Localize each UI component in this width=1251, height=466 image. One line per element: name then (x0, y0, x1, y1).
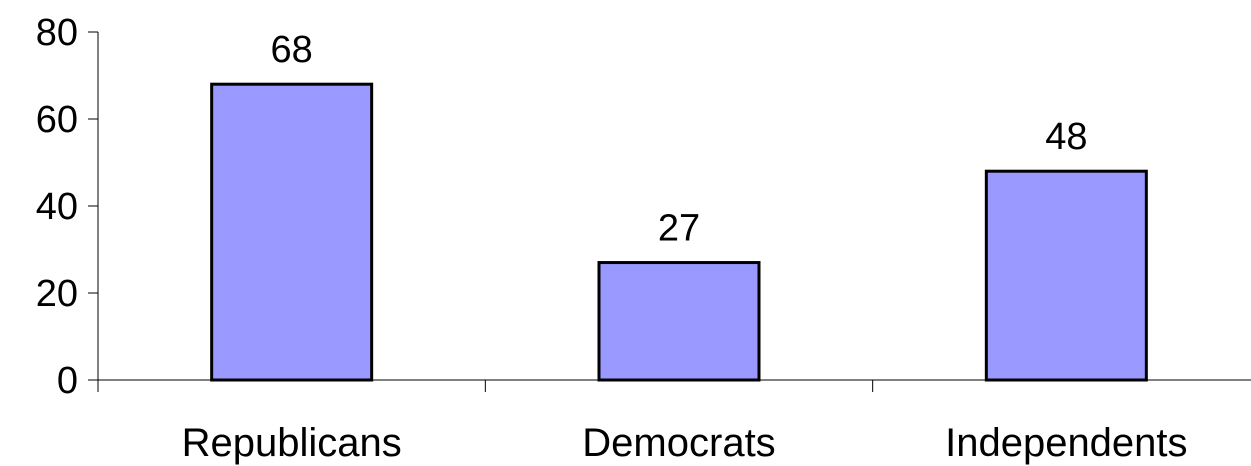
y-tick-label: 60 (36, 99, 78, 141)
y-tick-label: 80 (36, 12, 78, 54)
bar-independents (984, 169, 1148, 382)
data-label-republicans: 68 (271, 29, 313, 71)
bar-republicans (210, 82, 374, 382)
category-label-independents: Independents (945, 421, 1187, 465)
data-labels: 68 27 48 (271, 29, 1088, 249)
category-label-democrats: Democrats (582, 421, 775, 465)
data-label-independents: 48 (1045, 116, 1087, 158)
bar-democrats (597, 261, 761, 382)
y-axis-ticks: 0 20 40 60 80 (36, 12, 98, 402)
bars (210, 82, 1148, 382)
category-label-republicans: Republicans (182, 421, 402, 465)
x-axis-ticks (97, 380, 874, 392)
category-labels: Republicans Democrats Independents (182, 421, 1188, 465)
y-tick-label: 20 (36, 273, 78, 315)
y-tick-label: 40 (36, 186, 78, 228)
data-label-democrats: 27 (658, 208, 700, 250)
y-tick-label: 0 (57, 360, 78, 402)
